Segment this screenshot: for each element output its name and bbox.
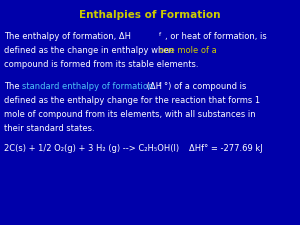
Text: f: f xyxy=(159,32,161,37)
Text: defined as the change in enthalpy when: defined as the change in enthalpy when xyxy=(4,46,177,55)
Text: f: f xyxy=(159,82,161,87)
Text: 2C(s) + 1/2 O₂(g) + 3 H₂ (g) --> C₂H₅OH(l): 2C(s) + 1/2 O₂(g) + 3 H₂ (g) --> C₂H₅OH(… xyxy=(4,144,179,153)
Text: ΔHf° = -277.69 kJ: ΔHf° = -277.69 kJ xyxy=(189,144,263,153)
Text: their standard states.: their standard states. xyxy=(4,124,94,133)
Text: one mole of a: one mole of a xyxy=(159,46,217,55)
Text: standard enthalpy of formation: standard enthalpy of formation xyxy=(22,82,153,91)
Text: The enthalpy of formation, ΔH: The enthalpy of formation, ΔH xyxy=(4,32,131,41)
Text: compound is formed from its stable elements.: compound is formed from its stable eleme… xyxy=(4,60,199,69)
Text: The: The xyxy=(4,82,22,91)
Text: Enthalpies of Formation: Enthalpies of Formation xyxy=(79,10,221,20)
Text: defined as the enthalpy change for the reaction that forms 1: defined as the enthalpy change for the r… xyxy=(4,96,260,105)
Text: , or heat of formation, is: , or heat of formation, is xyxy=(165,32,267,41)
Text: mole of compound from its elements, with all substances in: mole of compound from its elements, with… xyxy=(4,110,256,119)
Text: (ΔH: (ΔH xyxy=(144,82,162,91)
Text: °) of a compound is: °) of a compound is xyxy=(164,82,246,91)
